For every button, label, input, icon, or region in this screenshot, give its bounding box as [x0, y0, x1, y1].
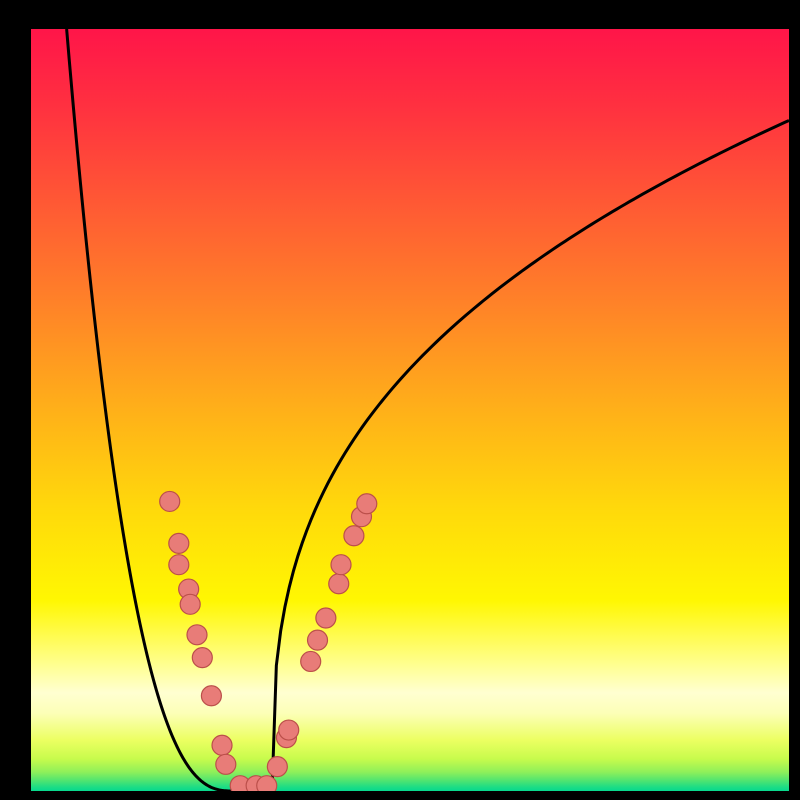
- frame-top: [0, 0, 800, 29]
- frame-right: [789, 0, 800, 800]
- data-point: [308, 630, 328, 650]
- data-point: [192, 648, 212, 668]
- data-point: [267, 757, 287, 777]
- data-point: [180, 594, 200, 614]
- data-point: [169, 533, 189, 553]
- data-point: [216, 754, 236, 774]
- data-point: [201, 686, 221, 706]
- data-point: [169, 555, 189, 575]
- frame-bottom: [0, 791, 800, 800]
- data-point: [316, 608, 336, 628]
- data-point: [357, 494, 377, 514]
- data-point: [301, 651, 321, 671]
- data-point: [187, 625, 207, 645]
- data-point: [344, 526, 364, 546]
- data-point: [160, 491, 180, 511]
- plot-area: [31, 29, 789, 791]
- gradient-background: [31, 29, 789, 791]
- data-point: [257, 776, 277, 791]
- data-point: [212, 735, 232, 755]
- data-point: [279, 720, 299, 740]
- frame-left: [0, 0, 31, 800]
- bottleneck-chart: [31, 29, 789, 791]
- data-point: [329, 574, 349, 594]
- data-point: [331, 555, 351, 575]
